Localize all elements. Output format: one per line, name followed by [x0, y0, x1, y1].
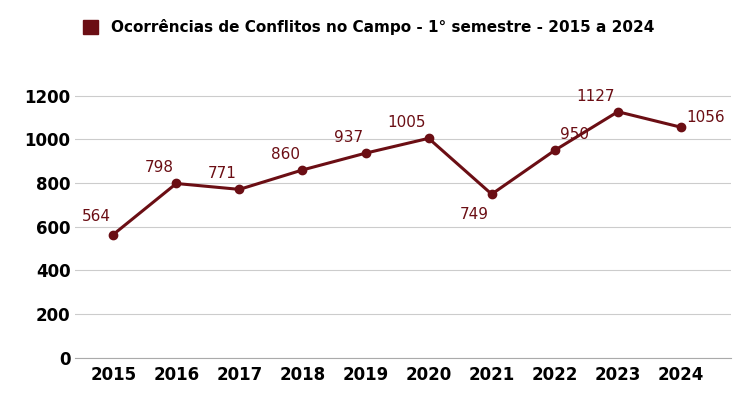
Text: 798: 798 — [145, 160, 173, 175]
Text: 1056: 1056 — [686, 110, 725, 125]
Text: 749: 749 — [460, 207, 489, 222]
Text: 950: 950 — [560, 127, 590, 142]
Text: 1127: 1127 — [577, 89, 615, 104]
Text: 771: 771 — [208, 166, 237, 181]
Legend: Ocorrências de Conflitos no Campo - 1° semestre - 2015 a 2024: Ocorrências de Conflitos no Campo - 1° s… — [83, 19, 654, 35]
Text: 937: 937 — [333, 130, 363, 145]
Text: 1005: 1005 — [388, 115, 426, 130]
Text: 564: 564 — [81, 209, 111, 224]
Text: 860: 860 — [271, 147, 299, 162]
